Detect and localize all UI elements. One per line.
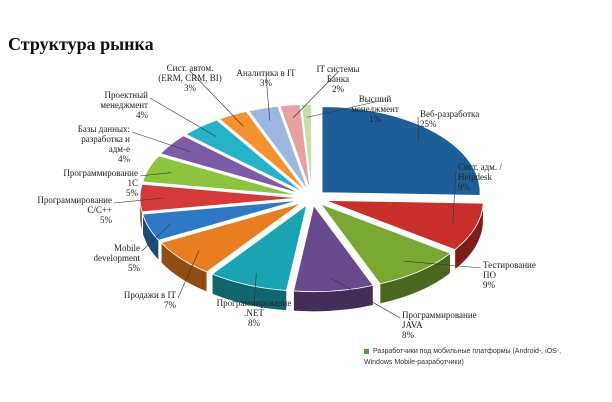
slice-value: 8% bbox=[248, 318, 261, 328]
leader-line bbox=[253, 272, 257, 307]
pie-tops bbox=[139, 103, 484, 293]
slice-value: 4% bbox=[118, 154, 131, 164]
chart-title: Структура рынка bbox=[8, 34, 154, 54]
legend-text: Разработчики под мобильные платформы (An… bbox=[364, 348, 562, 366]
slice-value: 9% bbox=[483, 280, 496, 290]
leader-line bbox=[139, 172, 172, 177]
slice-value: 8% bbox=[402, 330, 415, 340]
slice-label: Продажи в IT 7% bbox=[124, 290, 177, 310]
slice-value: 2% bbox=[332, 84, 345, 94]
slice-value: 7% bbox=[164, 300, 177, 310]
pie-sides bbox=[139, 192, 484, 312]
slice-label: Высший менеджмент 1% bbox=[351, 94, 399, 124]
leader-line bbox=[292, 71, 339, 119]
slice-label: Проектный менеджмент 4% bbox=[100, 90, 148, 120]
leader-line bbox=[404, 260, 482, 269]
slice-value: 5% bbox=[126, 188, 139, 198]
pie-slice bbox=[319, 203, 452, 285]
leader-line bbox=[149, 97, 217, 137]
slice-label: Программирование С/С++ 5% bbox=[37, 195, 112, 225]
leader-line bbox=[265, 75, 271, 121]
slice-label: Тестирование ПО 9% bbox=[483, 260, 536, 290]
chart-legend: Разработчики под мобильные платформы (An… bbox=[364, 346, 564, 368]
slice-value: 1% bbox=[369, 114, 382, 124]
slice-label: Mobile development 5% bbox=[94, 243, 141, 273]
leader-line bbox=[141, 223, 172, 252]
leader-line bbox=[452, 169, 457, 224]
pie-slice bbox=[248, 105, 309, 191]
pie-slice bbox=[279, 104, 311, 191]
pie-slice bbox=[325, 200, 484, 251]
pie-slice bbox=[142, 200, 299, 241]
pie-slice bbox=[139, 183, 299, 213]
slice-value: 4% bbox=[136, 110, 149, 120]
slice-label: Веб-разработка 25% bbox=[420, 109, 479, 129]
leader-line bbox=[417, 116, 419, 142]
legend-swatch bbox=[364, 348, 369, 354]
slice-label: Программирование JAVA 8% bbox=[402, 310, 477, 340]
slice-label: Сист. адм. / Helpdesk 9% bbox=[458, 162, 502, 192]
pie-slice bbox=[160, 202, 302, 273]
slice-label: Базы данных: разработка и адм-е 4% bbox=[78, 124, 131, 164]
slice-label: Программирование .NET 8% bbox=[217, 298, 292, 328]
slice-value: 9% bbox=[458, 182, 471, 192]
leader-line bbox=[307, 101, 376, 118]
slice-label: Программирование 1С 5% bbox=[63, 168, 138, 198]
slice-value: 25% bbox=[420, 119, 437, 129]
pie-labels: Веб-разработка 25% Сист. адм. / Helpdesk 9% Т… bbox=[37, 63, 536, 340]
pie-slice bbox=[293, 204, 374, 293]
leader-line bbox=[330, 277, 401, 319]
slice-label: Аналитика в IT 3% bbox=[237, 68, 296, 88]
slice-value: 3% bbox=[260, 78, 273, 88]
leader-line bbox=[177, 250, 200, 299]
pie-slice bbox=[185, 119, 304, 193]
pie-slice bbox=[159, 135, 301, 194]
pie-slice bbox=[321, 106, 481, 196]
slice-value: 5% bbox=[128, 263, 141, 273]
slice-label: IT системы Банка 2% bbox=[316, 64, 359, 94]
slice-label: Сист. автом. (ERM, CRM, BI) 3% bbox=[158, 63, 222, 93]
leader-line bbox=[189, 70, 244, 127]
slice-value: 3% bbox=[184, 83, 197, 93]
slice-value: 5% bbox=[100, 215, 113, 225]
pie-slice bbox=[211, 204, 308, 291]
leader-line bbox=[113, 197, 164, 204]
pie-slice bbox=[142, 155, 299, 196]
leader-line bbox=[131, 131, 191, 153]
